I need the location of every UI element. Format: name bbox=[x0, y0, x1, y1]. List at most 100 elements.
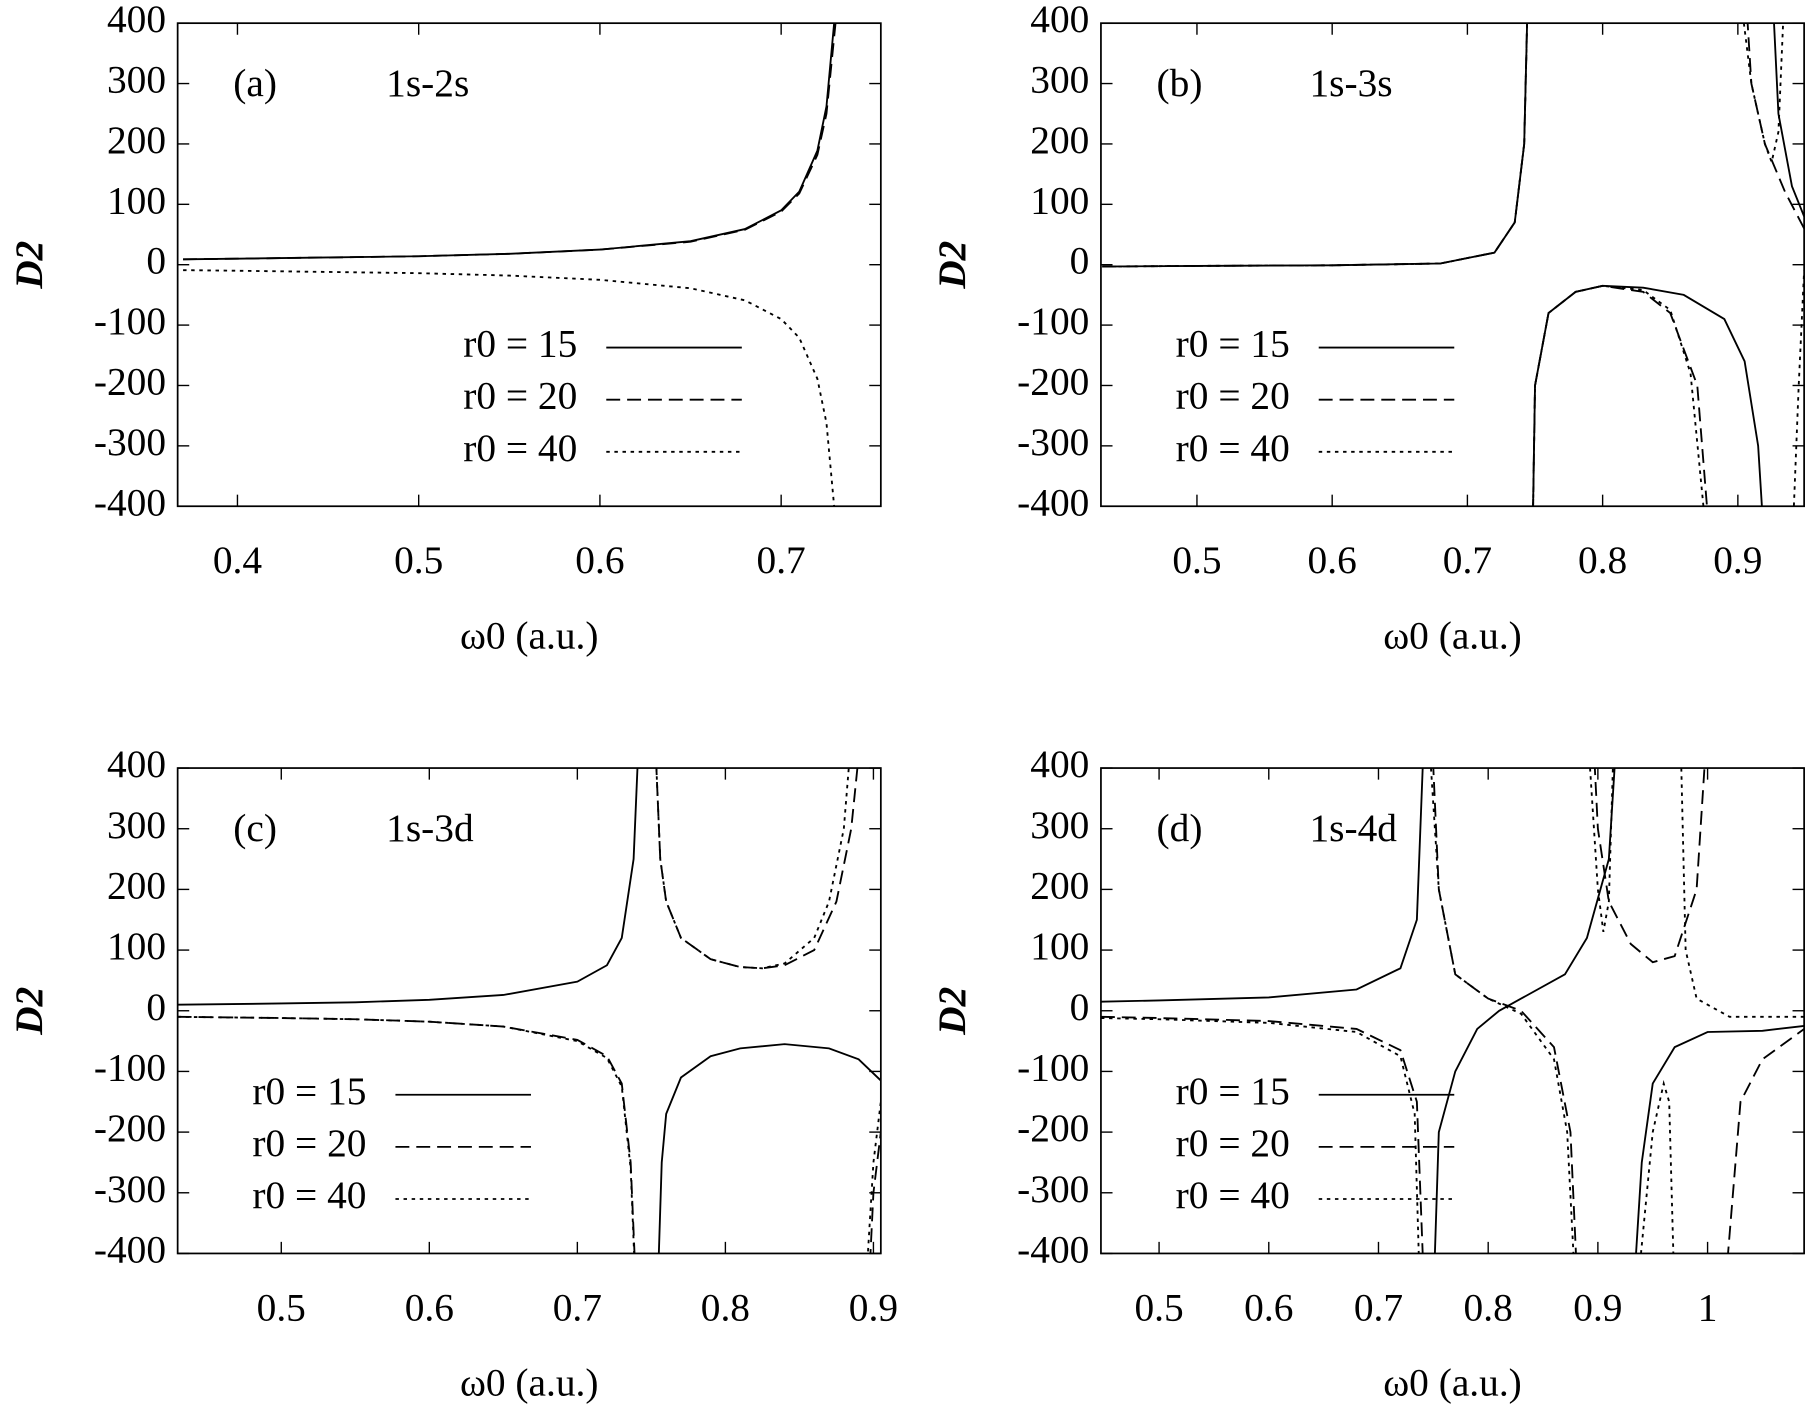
legend-label: r0 = 15 bbox=[252, 1069, 366, 1113]
x-axis-label: ω0 (a.u.) bbox=[1383, 613, 1522, 657]
y-axis-label: D2 bbox=[930, 241, 974, 290]
y-tick-label: -100 bbox=[1017, 1045, 1089, 1089]
y-tick-label: -300 bbox=[94, 1167, 166, 1211]
x-tick-label: 0.6 bbox=[1308, 538, 1357, 582]
y-axis-label: D2 bbox=[930, 987, 974, 1036]
x-tick-label: 0.7 bbox=[757, 538, 806, 582]
y-axis-label: D2 bbox=[7, 241, 51, 290]
y-tick-label: 200 bbox=[107, 863, 166, 907]
series-line bbox=[183, 269, 836, 507]
y-axis-label: D2 bbox=[7, 987, 51, 1036]
series-line bbox=[1102, 23, 1805, 507]
y-tick-label: -100 bbox=[94, 299, 166, 343]
y-tick-label: -400 bbox=[1017, 1227, 1089, 1271]
y-tick-label: 0 bbox=[146, 239, 166, 283]
x-tick-label: 0.9 bbox=[1573, 1285, 1622, 1329]
legend-label: r0 = 40 bbox=[1176, 426, 1290, 470]
y-tick-label: -100 bbox=[94, 1045, 166, 1089]
y-tick-label: 100 bbox=[107, 178, 166, 222]
series-line bbox=[1100, 768, 1805, 1254]
legend-label: r0 = 20 bbox=[252, 1121, 366, 1165]
x-tick-label: 0.8 bbox=[1578, 538, 1627, 582]
x-tick-label: 0.4 bbox=[213, 538, 263, 582]
y-tick-label: 300 bbox=[1030, 803, 1089, 847]
x-axis-label: ω0 (a.u.) bbox=[1383, 1361, 1522, 1405]
y-tick-label: 0 bbox=[146, 985, 166, 1029]
panel: -400 -300 -200 -100 0 100 200 300 400 0.5 0.6 0.7 0.… bbox=[930, 742, 1805, 1405]
x-tick-label: 0.7 bbox=[553, 1285, 602, 1329]
y-tick-label: 100 bbox=[1030, 924, 1089, 968]
y-tick-label: 100 bbox=[107, 924, 166, 968]
x-tick-label: 0.7 bbox=[1354, 1285, 1403, 1329]
panel-label: (b) bbox=[1157, 61, 1203, 105]
legend-label: r0 = 15 bbox=[1176, 322, 1290, 366]
y-tick-label: 200 bbox=[1030, 863, 1089, 907]
x-tick-label: 1 bbox=[1698, 1285, 1718, 1329]
x-tick-label: 0.9 bbox=[1713, 538, 1762, 582]
legend-label: r0 = 15 bbox=[463, 322, 577, 366]
x-tick-label: 0.7 bbox=[1443, 538, 1492, 582]
panel-annotation: 1s-2s bbox=[386, 61, 469, 105]
series-line bbox=[1102, 23, 1805, 507]
series-line bbox=[183, 23, 836, 261]
y-tick-label: 400 bbox=[107, 742, 166, 786]
y-tick-label: -400 bbox=[94, 1227, 166, 1271]
x-tick-label: 0.5 bbox=[1134, 1285, 1183, 1329]
y-tick-label: 0 bbox=[1070, 239, 1090, 283]
legend-label: r0 = 20 bbox=[1176, 374, 1290, 418]
y-tick-label: -200 bbox=[1017, 1106, 1089, 1150]
y-tick-label: -300 bbox=[1017, 420, 1089, 464]
series-line bbox=[183, 23, 837, 261]
legend-label: r0 = 40 bbox=[252, 1173, 366, 1217]
x-tick-label: 0.5 bbox=[257, 1285, 306, 1329]
y-tick-label: -200 bbox=[94, 1106, 166, 1150]
legend-label: r0 = 15 bbox=[1176, 1069, 1290, 1113]
y-tick-label: 400 bbox=[1030, 0, 1089, 41]
series-line bbox=[177, 768, 881, 1254]
panel: -400 -300 -200 -100 0 100 200 300 400 0.4 0.5 0.6 0.… bbox=[7, 0, 882, 657]
y-tick-label: -400 bbox=[1017, 480, 1089, 524]
legend-label: r0 = 20 bbox=[1176, 1121, 1290, 1165]
panel: -400 -300 -200 -100 0 100 200 300 400 0.5 0.6 0.7 0.… bbox=[7, 742, 898, 1405]
panel-annotation: 1s-3d bbox=[386, 806, 474, 850]
series-line bbox=[1100, 768, 1805, 1254]
y-tick-label: -300 bbox=[94, 420, 166, 464]
panel: -400 -300 -200 -100 0 100 200 300 400 0.5 0.6 0.7 0.… bbox=[930, 0, 1805, 657]
y-tick-label: 200 bbox=[107, 118, 166, 162]
panel-label: (a) bbox=[233, 61, 277, 105]
legend-label: r0 = 20 bbox=[463, 374, 577, 418]
x-tick-label: 0.5 bbox=[1172, 538, 1221, 582]
legend-label: r0 = 40 bbox=[1176, 1173, 1290, 1217]
x-tick-label: 0.9 bbox=[849, 1285, 898, 1329]
series-line bbox=[177, 768, 881, 1254]
y-tick-label: 300 bbox=[107, 58, 166, 102]
y-tick-label: 300 bbox=[1030, 58, 1089, 102]
y-tick-label: -300 bbox=[1017, 1167, 1089, 1211]
panel-annotation: 1s-3s bbox=[1309, 61, 1392, 105]
x-tick-label: 0.6 bbox=[405, 1285, 454, 1329]
y-tick-label: -200 bbox=[1017, 360, 1089, 404]
panel-annotation: 1s-4d bbox=[1309, 806, 1397, 850]
y-tick-label: -100 bbox=[1017, 299, 1089, 343]
y-tick-label: 100 bbox=[1030, 178, 1089, 222]
x-tick-label: 0.5 bbox=[394, 538, 443, 582]
y-tick-label: 200 bbox=[1030, 118, 1089, 162]
y-tick-label: -200 bbox=[94, 360, 166, 404]
x-axis-label: ω0 (a.u.) bbox=[460, 613, 599, 657]
panel-label: (d) bbox=[1157, 806, 1203, 850]
x-tick-label: 0.8 bbox=[1464, 1285, 1513, 1329]
y-tick-label: 0 bbox=[1070, 985, 1090, 1029]
y-tick-label: 400 bbox=[1030, 742, 1089, 786]
x-axis-label: ω0 (a.u.) bbox=[460, 1361, 599, 1405]
legend-label: r0 = 40 bbox=[463, 426, 577, 470]
y-tick-label: 300 bbox=[107, 803, 166, 847]
y-tick-label: -400 bbox=[94, 480, 166, 524]
x-tick-label: 0.6 bbox=[1244, 1285, 1293, 1329]
y-tick-label: 400 bbox=[107, 0, 166, 41]
panel-label: (c) bbox=[233, 806, 277, 850]
x-tick-label: 0.6 bbox=[575, 538, 624, 582]
series-line bbox=[1102, 23, 1805, 507]
x-tick-label: 0.8 bbox=[701, 1285, 750, 1329]
